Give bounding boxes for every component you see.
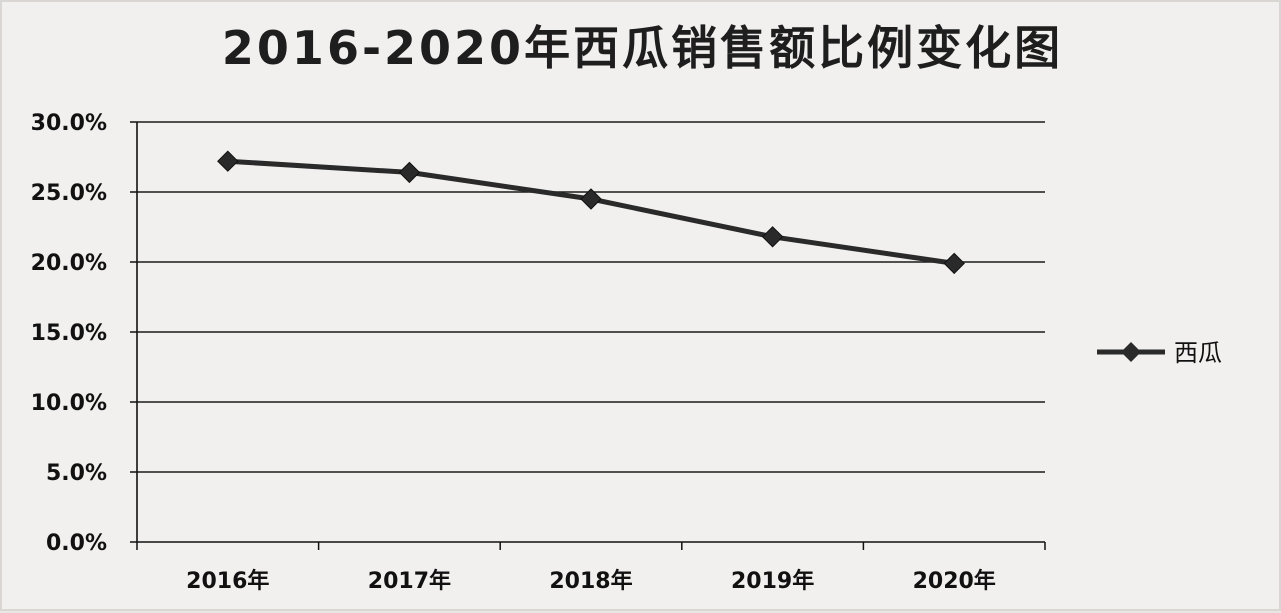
- y-tick-labels: 0.0% 5.0% 10.0% 15.0% 20.0% 25.0% 30.0%: [31, 111, 107, 556]
- x-tick-label: 2017年: [368, 568, 451, 594]
- y-tick-label: 10.0%: [31, 391, 107, 416]
- data-point-marker: [398, 161, 421, 184]
- chart-title: 2016-2020年西瓜销售额比例变化图: [221, 21, 1064, 75]
- x-tick-label: 2019年: [731, 568, 814, 594]
- y-tick-label: 0.0%: [46, 531, 107, 556]
- y-tick-label: 25.0%: [31, 181, 107, 206]
- legend-label: 西瓜: [1174, 339, 1222, 367]
- grid-lines: [137, 121, 1045, 473]
- data-point-marker: [761, 226, 784, 248]
- legend-marker-swatch: [1121, 342, 1141, 362]
- y-tick-label: 30.0%: [31, 111, 107, 136]
- axes: [130, 121, 1046, 550]
- series-layer: [217, 150, 965, 275]
- x-tick-label: 2018年: [549, 568, 632, 594]
- x-tick-label: 2020年: [913, 568, 996, 594]
- y-tick-label: 20.0%: [31, 251, 107, 276]
- x-tick-label: 2016年: [186, 568, 269, 594]
- series-line: [227, 158, 955, 266]
- data-point-marker: [580, 188, 602, 210]
- data-point-marker: [217, 150, 239, 172]
- legend: 西瓜: [1097, 339, 1222, 367]
- x-tick-labels: 2016年 2017年 2018年 2019年 2020年: [186, 568, 996, 594]
- data-point-marker: [943, 252, 965, 275]
- y-tick-label: 15.0%: [31, 321, 107, 346]
- y-tick-label: 5.0%: [46, 461, 107, 486]
